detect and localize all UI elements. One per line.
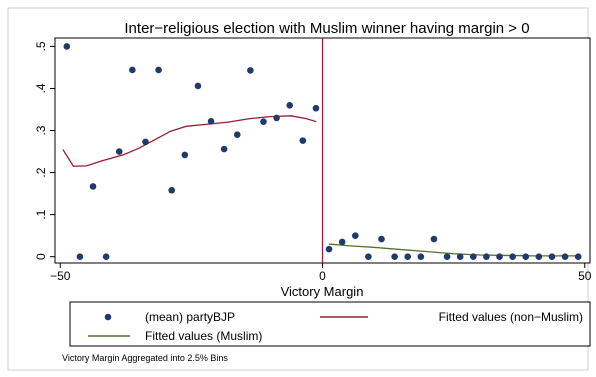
scatter-point bbox=[365, 253, 372, 260]
axis-ticks: −50 0 50 0 .1 .2 .3 .4 .5 bbox=[34, 41, 592, 283]
legend-label-non-muslim: Fitted values (non−Muslim) bbox=[439, 310, 583, 324]
scatter-point bbox=[194, 82, 202, 90]
x-tick-label: 0 bbox=[319, 269, 326, 283]
scatter-point bbox=[456, 253, 464, 260]
scatter-point bbox=[299, 137, 307, 144]
fitted-line-non-muslim bbox=[62, 115, 317, 167]
scatter-point bbox=[417, 253, 425, 260]
scatter-point bbox=[115, 148, 123, 155]
scatter-point bbox=[522, 253, 530, 260]
scatter-point bbox=[443, 253, 451, 260]
footnote: Victory Margin Aggregated into 2.5% Bins bbox=[62, 353, 228, 363]
scatter-point bbox=[574, 253, 582, 260]
scatter-point bbox=[509, 253, 516, 260]
scatter-point bbox=[391, 253, 398, 260]
scatter-point bbox=[312, 104, 320, 112]
x-tick-label: 50 bbox=[578, 269, 592, 283]
scatter-point bbox=[483, 253, 490, 260]
scatter-point bbox=[181, 151, 189, 159]
scatter-point bbox=[220, 145, 228, 153]
scatter-point bbox=[535, 253, 543, 260]
scatter-point bbox=[548, 253, 556, 260]
y-tick-label: .3 bbox=[34, 125, 48, 135]
scatter-point bbox=[102, 253, 110, 260]
scatter-point bbox=[338, 238, 346, 246]
scatter-point bbox=[469, 253, 477, 260]
legend-label-muslim: Fitted values (Muslim) bbox=[145, 329, 262, 343]
scatter-point bbox=[247, 67, 254, 74]
y-tick-label: .2 bbox=[34, 167, 48, 177]
y-tick-label: .5 bbox=[34, 41, 48, 51]
y-tick-label: 0 bbox=[34, 253, 48, 260]
x-axis-title: Victory Margin bbox=[281, 284, 364, 299]
scatter-point bbox=[233, 131, 241, 139]
scatter-point bbox=[76, 253, 84, 260]
scatter-points bbox=[63, 43, 582, 260]
legend-entries: (mean) partyBJP Fitted values (non−Muslim… bbox=[88, 310, 583, 343]
scatter-point bbox=[142, 138, 149, 146]
scatter-point bbox=[89, 183, 97, 190]
scatter-point bbox=[168, 186, 176, 194]
scatter-point bbox=[378, 235, 385, 243]
scatter-point bbox=[286, 101, 294, 109]
legend-marker-scatter bbox=[104, 313, 112, 321]
scatter-point bbox=[260, 118, 267, 125]
legend: (mean) partyBJP Fitted values (non−Muslim… bbox=[69, 301, 591, 347]
y-tick-label: .1 bbox=[34, 209, 48, 219]
x-tick-label: −50 bbox=[50, 269, 71, 283]
scatter-point bbox=[129, 66, 136, 74]
legend-box bbox=[69, 301, 591, 347]
scatter-point bbox=[430, 235, 438, 243]
scatter-point bbox=[404, 253, 412, 260]
legend-label-scatter: (mean) partyBJP bbox=[145, 310, 235, 324]
scatter-point bbox=[325, 245, 333, 253]
scatter-point bbox=[207, 117, 215, 125]
scatter-point bbox=[496, 253, 503, 260]
scatter-point bbox=[561, 253, 569, 260]
scatter-point bbox=[273, 114, 280, 122]
scatter-point bbox=[63, 43, 71, 50]
chart-title: Inter−religious election with Muslim win… bbox=[124, 20, 529, 37]
scatter-point bbox=[155, 66, 162, 74]
y-tick-label: .4 bbox=[34, 83, 48, 93]
scatter-point bbox=[351, 232, 359, 239]
